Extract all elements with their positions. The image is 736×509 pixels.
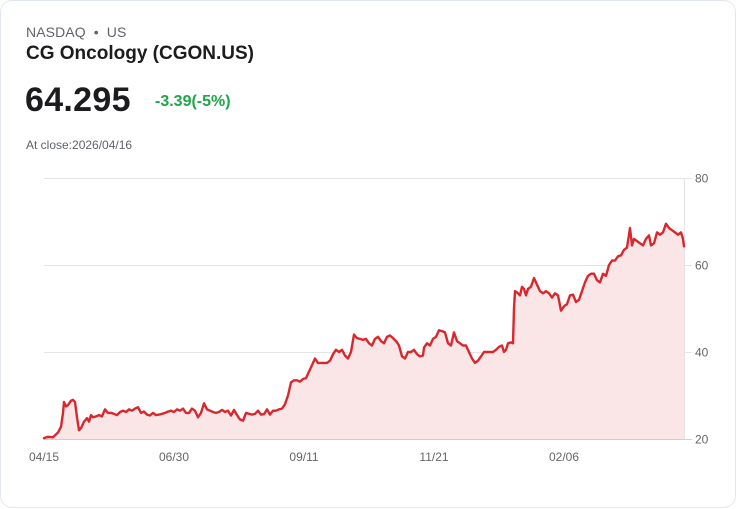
- chart-price-line: [42, 222, 686, 440]
- chart-grid: [44, 178, 692, 440]
- region: US: [106, 24, 127, 40]
- y-tick-label: 80: [695, 172, 709, 186]
- stock-title: CG Oncology (CGON.US): [26, 43, 254, 64]
- exchange-name: NASDAQ: [26, 24, 86, 40]
- y-axis: 80 60 40 20: [695, 172, 709, 447]
- close-date: At close:2026/04/16: [26, 138, 133, 152]
- x-tick-label: 02/06: [549, 450, 579, 464]
- x-axis: 04/15 06/30 09/11 11/21 02/06: [29, 450, 579, 464]
- chart-area-fill: [44, 223, 684, 439]
- exchange-line: NASDAQ • US: [26, 24, 126, 40]
- x-tick-label: 04/15: [29, 450, 59, 464]
- y-tick-label: 60: [695, 259, 709, 273]
- current-price: 64.295: [25, 81, 131, 119]
- x-tick-label: 06/30: [159, 450, 189, 464]
- separator-dot: •: [93, 24, 99, 40]
- price-change: -3.39(-5%): [155, 93, 231, 110]
- y-tick-label: 40: [695, 346, 709, 360]
- x-tick-label: 11/21: [419, 450, 448, 464]
- y-tick-label: 20: [695, 433, 709, 447]
- x-tick-label: 09/11: [289, 450, 318, 464]
